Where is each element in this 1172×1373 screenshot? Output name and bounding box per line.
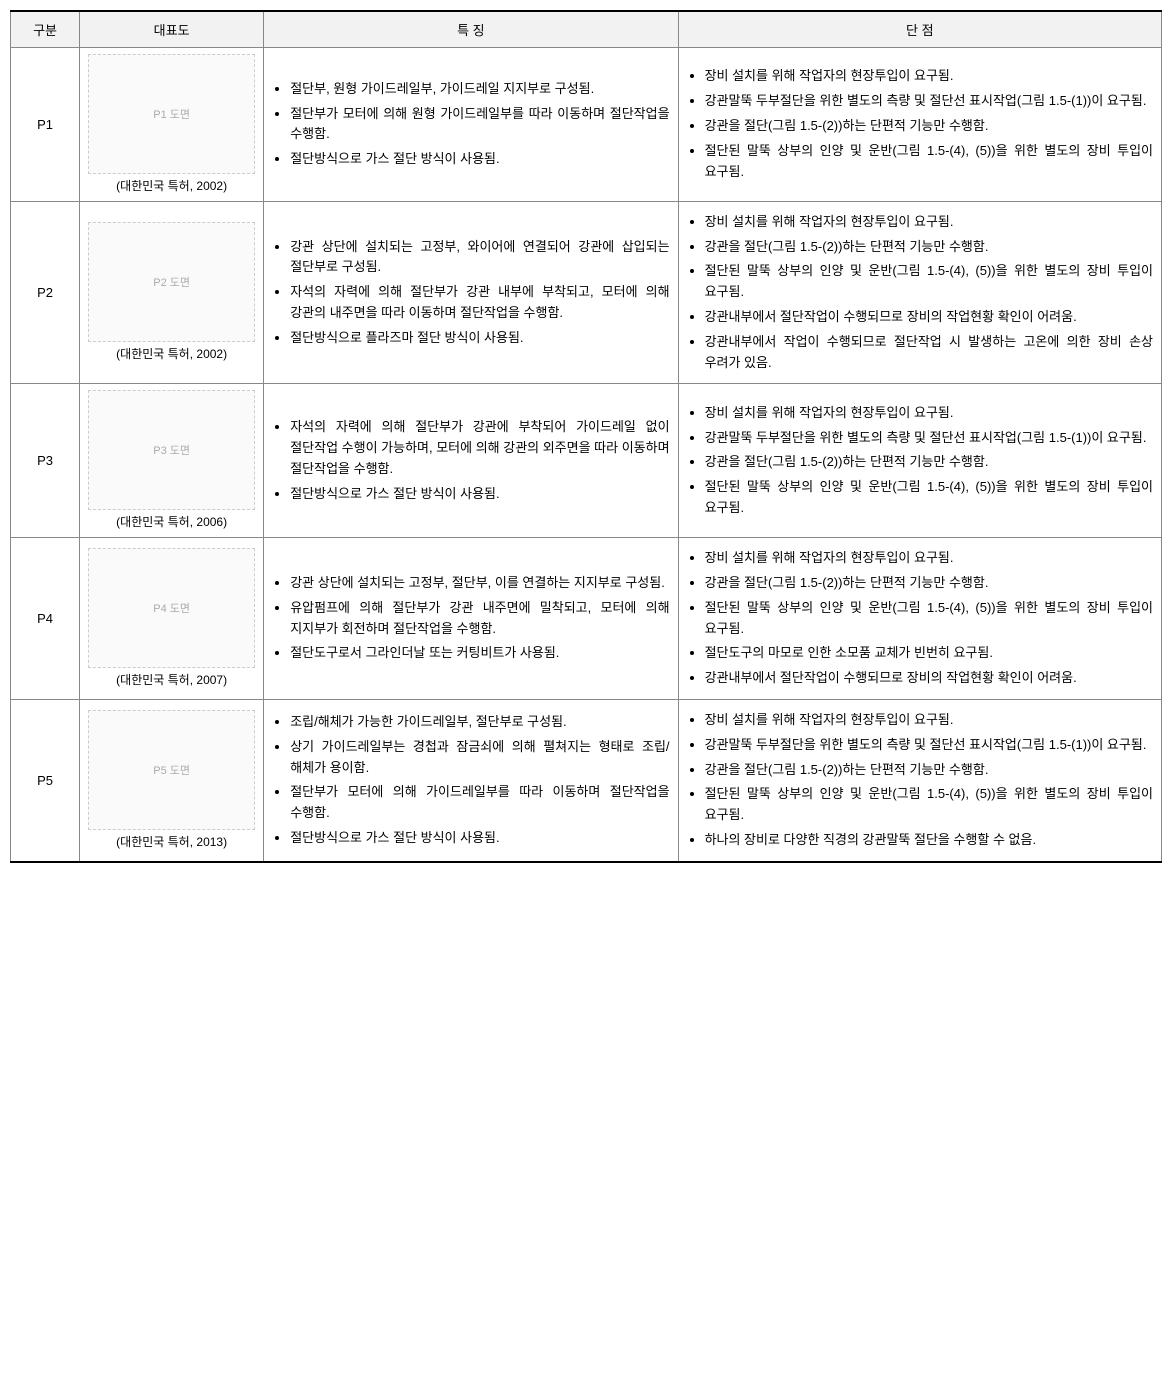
row-id: P5 xyxy=(11,699,80,861)
list-item: 유압펌프에 의해 절단부가 강관 내주면에 밀착되고, 모터에 의해 지지부가 … xyxy=(290,598,669,640)
list-item: 강관말뚝 두부절단을 위한 별도의 측량 및 절단선 표시작업(그림 1.5-(… xyxy=(705,91,1153,112)
disadvantages-list: 장비 설치를 위해 작업자의 현장투입이 요구됨. 강관을 절단(그림 1.5-(… xyxy=(687,548,1153,689)
features-list: 조립/해체가 가능한 가이드레일부, 절단부로 구성됨. 상기 가이드레일부는 경… xyxy=(272,712,669,849)
disadvantages-list: 장비 설치를 위해 작업자의 현장투입이 요구됨. 강관말뚝 두부절단을 위한 별… xyxy=(687,710,1153,851)
list-item: 강관을 절단(그림 1.5-(2))하는 단편적 기능만 수행함. xyxy=(705,760,1153,781)
features-list: 강관 상단에 설치되는 고정부, 와이어에 연결되어 강관에 삽입되는 절단부로… xyxy=(272,237,669,349)
row-image-cell: P4 도면 (대한민국 특허, 2007) xyxy=(80,538,264,700)
header-img: 대표도 xyxy=(80,11,264,48)
features-cell: 강관 상단에 설치되는 고정부, 와이어에 연결되어 강관에 삽입되는 절단부로… xyxy=(264,201,678,384)
patent-drawing-icon: P3 도면 xyxy=(88,390,255,510)
list-item: 강관 상단에 설치되는 고정부, 절단부, 이를 연결하는 지지부로 구성됨. xyxy=(290,573,669,594)
list-item: 강관 상단에 설치되는 고정부, 와이어에 연결되어 강관에 삽입되는 절단부로… xyxy=(290,237,669,279)
list-item: 강관을 절단(그림 1.5-(2))하는 단편적 기능만 수행함. xyxy=(705,573,1153,594)
list-item: 장비 설치를 위해 작업자의 현장투입이 요구됨. xyxy=(705,212,1153,233)
table-row: P2P2 도면 (대한민국 특허, 2002) 강관 상단에 설치되는 고정부, 와… xyxy=(11,201,1162,384)
list-item: 하나의 장비로 다양한 직경의 강관말뚝 절단을 수행할 수 없음. xyxy=(705,830,1153,851)
table-row: P5P5 도면 (대한민국 특허, 2013) 조립/해체가 가능한 가이드레일부,… xyxy=(11,699,1162,861)
features-cell: 절단부, 원형 가이드레일부, 가이드레일 지지부로 구성됨. 절단부가 모터에 … xyxy=(264,48,678,202)
row-image-cell: P5 도면 (대한민국 특허, 2013) xyxy=(80,699,264,861)
list-item: 절단도구로서 그라인더날 또는 커팅비트가 사용됨. xyxy=(290,643,669,664)
patent-drawing-icon: P2 도면 xyxy=(88,222,255,342)
image-caption: (대한민국 특허, 2013) xyxy=(88,834,255,851)
list-item: 장비 설치를 위해 작업자의 현장투입이 요구됨. xyxy=(705,710,1153,731)
list-item: 절단부가 모터에 의해 원형 가이드레일부를 따라 이동하며 절단작업을 수행함… xyxy=(290,104,669,146)
list-item: 자석의 자력에 의해 절단부가 강관에 부착되어 가이드레일 없이 절단작업 수… xyxy=(290,417,669,479)
disadvantages-list: 장비 설치를 위해 작업자의 현장투입이 요구됨. 강관말뚝 두부절단을 위한 별… xyxy=(687,66,1153,182)
list-item: 절단된 말뚝 상부의 인양 및 운반(그림 1.5-(4), (5))을 위한 … xyxy=(705,261,1153,303)
list-item: 절단부가 모터에 의해 가이드레일부를 따라 이동하며 절단작업을 수행함. xyxy=(290,782,669,824)
features-cell: 자석의 자력에 의해 절단부가 강관에 부착되어 가이드레일 없이 절단작업 수… xyxy=(264,384,678,538)
list-item: 장비 설치를 위해 작업자의 현장투입이 요구됨. xyxy=(705,548,1153,569)
list-item: 자석의 자력에 의해 절단부가 강관 내부에 부착되고, 모터에 의해 강관의 … xyxy=(290,282,669,324)
list-item: 강관내부에서 절단작업이 수행되므로 장비의 작업현황 확인이 어려움. xyxy=(705,668,1153,689)
patent-drawing-icon: P5 도면 xyxy=(88,710,255,830)
row-id: P3 xyxy=(11,384,80,538)
list-item: 강관을 절단(그림 1.5-(2))하는 단편적 기능만 수행함. xyxy=(705,452,1153,473)
list-item: 절단된 말뚝 상부의 인양 및 운반(그림 1.5-(4), (5))을 위한 … xyxy=(705,477,1153,519)
features-cell: 강관 상단에 설치되는 고정부, 절단부, 이를 연결하는 지지부로 구성됨. 유… xyxy=(264,538,678,700)
list-item: 절단된 말뚝 상부의 인양 및 운반(그림 1.5-(4), (5))을 위한 … xyxy=(705,141,1153,183)
row-id: P1 xyxy=(11,48,80,202)
disadvantages-cell: 장비 설치를 위해 작업자의 현장투입이 요구됨. 강관말뚝 두부절단을 위한 별… xyxy=(678,699,1161,861)
disadvantages-cell: 장비 설치를 위해 작업자의 현장투입이 요구됨. 강관을 절단(그림 1.5-(… xyxy=(678,538,1161,700)
row-image-cell: P1 도면 (대한민국 특허, 2002) xyxy=(80,48,264,202)
table-row: P3P3 도면 (대한민국 특허, 2006) 자석의 자력에 의해 절단부가 강관… xyxy=(11,384,1162,538)
features-list: 자석의 자력에 의해 절단부가 강관에 부착되어 가이드레일 없이 절단작업 수… xyxy=(272,417,669,504)
row-image-cell: P3 도면 (대한민국 특허, 2006) xyxy=(80,384,264,538)
image-caption: (대한민국 특허, 2007) xyxy=(88,672,255,689)
table-row: P4P4 도면 (대한민국 특허, 2007) 강관 상단에 설치되는 고정부, 절… xyxy=(11,538,1162,700)
list-item: 강관을 절단(그림 1.5-(2))하는 단편적 기능만 수행함. xyxy=(705,116,1153,137)
list-item: 장비 설치를 위해 작업자의 현장투입이 요구됨. xyxy=(705,403,1153,424)
patent-drawing-icon: P1 도면 xyxy=(88,54,255,174)
features-list: 절단부, 원형 가이드레일부, 가이드레일 지지부로 구성됨. 절단부가 모터에 … xyxy=(272,79,669,170)
row-image-cell: P2 도면 (대한민국 특허, 2002) xyxy=(80,201,264,384)
list-item: 강관을 절단(그림 1.5-(2))하는 단편적 기능만 수행함. xyxy=(705,237,1153,258)
patent-comparison-table: 구분 대표도 특 징 단 점 P1P1 도면 (대한민국 특허, 2002) 절단부… xyxy=(10,10,1162,863)
disadvantages-list: 장비 설치를 위해 작업자의 현장투입이 요구됨. 강관말뚝 두부절단을 위한 별… xyxy=(687,403,1153,519)
features-cell: 조립/해체가 가능한 가이드레일부, 절단부로 구성됨. 상기 가이드레일부는 경… xyxy=(264,699,678,861)
disadvantages-cell: 장비 설치를 위해 작업자의 현장투입이 요구됨. 강관말뚝 두부절단을 위한 별… xyxy=(678,384,1161,538)
table-row: P1P1 도면 (대한민국 특허, 2002) 절단부, 원형 가이드레일부, 가이… xyxy=(11,48,1162,202)
list-item: 절단방식으로 가스 절단 방식이 사용됨. xyxy=(290,149,669,170)
list-item: 조립/해체가 가능한 가이드레일부, 절단부로 구성됨. xyxy=(290,712,669,733)
list-item: 절단방식으로 가스 절단 방식이 사용됨. xyxy=(290,828,669,849)
image-caption: (대한민국 특허, 2006) xyxy=(88,514,255,531)
disadvantages-list: 장비 설치를 위해 작업자의 현장투입이 요구됨. 강관을 절단(그림 1.5-(… xyxy=(687,212,1153,374)
list-item: 강관말뚝 두부절단을 위한 별도의 측량 및 절단선 표시작업(그림 1.5-(… xyxy=(705,428,1153,449)
row-id: P2 xyxy=(11,201,80,384)
list-item: 절단방식으로 플라즈마 절단 방식이 사용됨. xyxy=(290,328,669,349)
header-features: 특 징 xyxy=(264,11,678,48)
list-item: 강관내부에서 작업이 수행되므로 절단작업 시 발생하는 고온에 의한 장비 손… xyxy=(705,332,1153,374)
table-header-row: 구분 대표도 특 징 단 점 xyxy=(11,11,1162,48)
header-disadvantages: 단 점 xyxy=(678,11,1161,48)
list-item: 절단도구의 마모로 인한 소모품 교체가 빈번히 요구됨. xyxy=(705,643,1153,664)
list-item: 장비 설치를 위해 작업자의 현장투입이 요구됨. xyxy=(705,66,1153,87)
disadvantages-cell: 장비 설치를 위해 작업자의 현장투입이 요구됨. 강관을 절단(그림 1.5-(… xyxy=(678,201,1161,384)
list-item: 상기 가이드레일부는 경첩과 잠금쇠에 의해 펼쳐지는 형태로 조립/해체가 용… xyxy=(290,737,669,779)
row-id: P4 xyxy=(11,538,80,700)
list-item: 절단된 말뚝 상부의 인양 및 운반(그림 1.5-(4), (5))을 위한 … xyxy=(705,784,1153,826)
header-id: 구분 xyxy=(11,11,80,48)
image-caption: (대한민국 특허, 2002) xyxy=(88,178,255,195)
list-item: 강관말뚝 두부절단을 위한 별도의 측량 및 절단선 표시작업(그림 1.5-(… xyxy=(705,735,1153,756)
image-caption: (대한민국 특허, 2002) xyxy=(88,346,255,363)
features-list: 강관 상단에 설치되는 고정부, 절단부, 이를 연결하는 지지부로 구성됨. 유… xyxy=(272,573,669,664)
patent-drawing-icon: P4 도면 xyxy=(88,548,255,668)
disadvantages-cell: 장비 설치를 위해 작업자의 현장투입이 요구됨. 강관말뚝 두부절단을 위한 별… xyxy=(678,48,1161,202)
list-item: 절단부, 원형 가이드레일부, 가이드레일 지지부로 구성됨. xyxy=(290,79,669,100)
list-item: 강관내부에서 절단작업이 수행되므로 장비의 작업현황 확인이 어려움. xyxy=(705,307,1153,328)
list-item: 절단방식으로 가스 절단 방식이 사용됨. xyxy=(290,484,669,505)
list-item: 절단된 말뚝 상부의 인양 및 운반(그림 1.5-(4), (5))을 위한 … xyxy=(705,598,1153,640)
